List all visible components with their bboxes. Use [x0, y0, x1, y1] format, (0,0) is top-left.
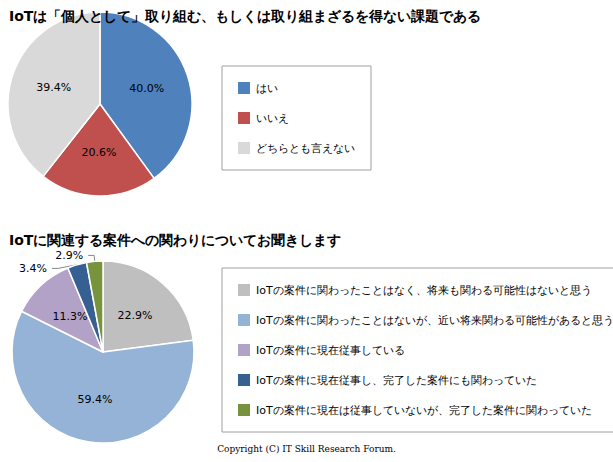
- svg-text:11.3%: 11.3%: [52, 310, 87, 323]
- svg-text:59.4%: 59.4%: [77, 393, 112, 406]
- svg-text:はい: はい: [256, 82, 278, 95]
- svg-text:IoTの案件に現在従事している: IoTの案件に現在従事している: [256, 344, 405, 357]
- svg-text:IoTの案件に現在従事し、完了した案件にも関わっていた: IoTの案件に現在従事し、完了した案件にも関わっていた: [256, 374, 537, 387]
- svg-text:Copyright (C) IT Skill Researc: Copyright (C) IT Skill Research Forum.: [217, 444, 396, 454]
- svg-text:いいえ: いいえ: [256, 112, 289, 125]
- svg-text:IoTの案件に現在は従事していないが、完了した案件に関わって: IoTの案件に現在は従事していないが、完了した案件に関わっていた: [256, 404, 592, 417]
- svg-text:39.4%: 39.4%: [36, 81, 71, 94]
- svg-text:どちらとも言えない: どちらとも言えない: [256, 142, 355, 155]
- svg-text:20.6%: 20.6%: [82, 146, 117, 159]
- svg-text:40.0%: 40.0%: [129, 82, 164, 95]
- svg-text:IoTに関連する案件への関わりについてお聞きします: IoTに関連する案件への関わりについてお聞きします: [9, 232, 341, 248]
- svg-text:IoTの案件に関わったことはなく、将来も関わる可能性はないと: IoTの案件に関わったことはなく、将来も関わる可能性はないと思う: [256, 284, 592, 297]
- svg-text:3.4%: 3.4%: [19, 262, 47, 275]
- svg-text:IoTの案件に関わったことはないが、近い将来関わる可能性があ: IoTの案件に関わったことはないが、近い将来関わる可能性があると思う: [256, 314, 613, 327]
- svg-text:2.9%: 2.9%: [55, 249, 83, 262]
- svg-text:IoTは「個人として」取り組む、もしくは取り組まざるを得ない: IoTは「個人として」取り組む、もしくは取り組まざるを得ない課題である: [9, 8, 481, 24]
- svg-text:22.9%: 22.9%: [118, 309, 153, 322]
